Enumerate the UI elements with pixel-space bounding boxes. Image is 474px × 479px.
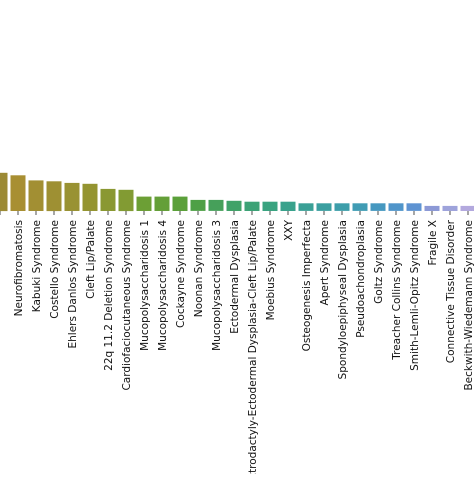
bar-2 bbox=[29, 180, 44, 211]
x-tick-label-16: XXY bbox=[283, 219, 295, 240]
x-tick-label-18: Apert Syndrome bbox=[319, 220, 331, 305]
bar-26 bbox=[461, 206, 474, 211]
x-tick-label-9: Mucopolysaccharidosis 4 bbox=[157, 220, 169, 351]
labels-group: Neurofibromatosis Kabuki Syndrome Costello… bbox=[13, 219, 474, 474]
bar-10 bbox=[173, 197, 188, 211]
x-tick-label-6: 22q 11.2 Deletion Syndrome bbox=[103, 220, 115, 371]
x-tick-label-7: Cardiofaciocutaneous Syndrome bbox=[121, 220, 133, 391]
bar-14 bbox=[245, 202, 260, 211]
bar-4 bbox=[65, 183, 80, 211]
x-tick-label-17: Osteogenesis Imperfecta bbox=[301, 220, 313, 351]
bar-7 bbox=[119, 190, 134, 211]
bar-25 bbox=[443, 206, 458, 211]
bar-21 bbox=[371, 203, 386, 211]
bar-5 bbox=[83, 184, 98, 211]
ticks-group bbox=[0, 211, 468, 215]
x-tick-label-24: Fragile X bbox=[427, 220, 439, 266]
x-tick-label-13: Ectodermal Dysplasia bbox=[229, 220, 241, 334]
x-tick-label-21: Goltz Syndrome bbox=[373, 220, 385, 304]
x-tick-label-12: Mucopolysaccharidosis 3 bbox=[211, 220, 223, 351]
bars-group bbox=[0, 173, 474, 211]
x-tick-label-23: Smith-Lemli-Opitz Syndrome bbox=[409, 220, 421, 371]
x-tick-label-10: Cockayne Syndrome bbox=[175, 220, 187, 328]
x-tick-label-3: Costello Syndrome bbox=[49, 220, 61, 319]
x-tick-label-1: Neurofibromatosis bbox=[13, 220, 25, 316]
x-tick-label-15: Moebius Syndrome bbox=[265, 220, 277, 320]
x-tick-label-11: Noonan Syndrome bbox=[193, 220, 205, 317]
x-tick-label-26: Beckwith-Wiedemann Syndrome bbox=[463, 220, 474, 391]
x-tick-label-20: Pseudoachondroplasia bbox=[355, 220, 367, 338]
x-tick-label-2: Kabuki Syndrome bbox=[31, 220, 43, 312]
bar-1 bbox=[11, 175, 26, 211]
bar-20 bbox=[353, 203, 368, 211]
bar-9 bbox=[155, 197, 170, 211]
bar-16 bbox=[281, 202, 296, 211]
bar-23 bbox=[407, 203, 422, 211]
x-tick-label-19: Spondyloepiphyseal Dysplasia bbox=[337, 220, 349, 379]
bar-3 bbox=[47, 181, 62, 211]
bar-13 bbox=[227, 201, 242, 211]
x-tick-label-22: Treacher Collins Syndrome bbox=[391, 220, 403, 361]
bar-12 bbox=[209, 200, 224, 211]
bar-0 bbox=[0, 173, 8, 211]
x-tick-label-14: Ectrodactyly-Ectodermal Dysplasia-Cleft … bbox=[247, 220, 259, 474]
bar-24 bbox=[425, 206, 440, 211]
bar-18 bbox=[317, 203, 332, 211]
bar-15 bbox=[263, 202, 278, 211]
bar-19 bbox=[335, 203, 350, 211]
x-tick-label-8: Mucopolysaccharidosis 1 bbox=[139, 220, 151, 351]
bar-8 bbox=[137, 197, 152, 211]
bar-17 bbox=[299, 203, 314, 211]
bar-22 bbox=[389, 203, 404, 211]
bar-11 bbox=[191, 200, 206, 211]
bar-6 bbox=[101, 189, 116, 211]
x-tick-label-25: Connective Tissue Disorder bbox=[445, 219, 457, 363]
x-tick-label-4: Ehlers Danlos Syndrome bbox=[67, 220, 79, 349]
x-tick-label-5: Cleft Lip/Palate bbox=[85, 220, 97, 299]
